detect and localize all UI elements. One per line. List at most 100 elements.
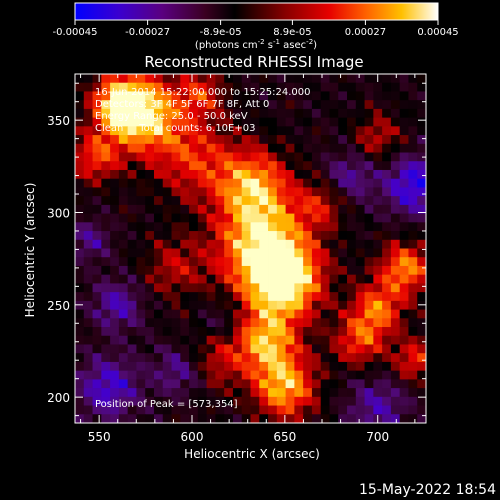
heatmap-cell xyxy=(197,292,208,302)
heatmap-cell xyxy=(145,265,155,276)
heatmap-cell xyxy=(118,309,129,319)
heatmap-cell xyxy=(294,222,304,232)
heatmap-cell xyxy=(92,414,102,424)
heatmap-cell xyxy=(127,265,137,276)
heatmap-cell xyxy=(268,309,278,319)
heatmap-cell xyxy=(153,204,164,215)
heatmap-cell xyxy=(355,283,365,293)
heatmap-cell xyxy=(311,239,322,249)
heatmap-cell xyxy=(294,239,304,249)
heatmap-cell xyxy=(373,161,383,171)
heatmap-cell xyxy=(399,213,409,223)
heatmap-cell xyxy=(285,379,295,389)
heatmap-cell xyxy=(215,361,225,372)
heatmap-cell xyxy=(118,126,129,136)
heatmap-cell xyxy=(197,274,208,284)
heatmap-cell xyxy=(136,161,146,171)
heatmap-cell xyxy=(83,370,93,380)
heatmap-cell xyxy=(215,169,225,180)
heatmap-cell xyxy=(83,100,93,110)
heatmap-cell xyxy=(162,414,172,424)
heatmap-cell xyxy=(373,370,383,380)
heatmap-cell xyxy=(189,396,199,406)
heatmap-cell xyxy=(92,370,102,380)
heatmap-cell xyxy=(399,370,409,380)
heatmap-cell xyxy=(75,187,85,197)
heatmap-cell xyxy=(232,204,243,215)
heatmap-cell xyxy=(118,292,129,302)
heatmap-cell xyxy=(311,187,322,197)
heatmap-cell xyxy=(92,405,102,415)
heatmap-cell xyxy=(417,361,427,372)
footer-date: 15-May-2022 18:54 xyxy=(359,482,496,498)
heatmap-cell xyxy=(311,292,322,302)
heatmap-cell xyxy=(285,222,295,232)
heatmap-cell xyxy=(232,335,243,345)
heatmap-cell xyxy=(75,135,85,145)
heatmap-cell xyxy=(320,283,330,293)
heatmap-cell xyxy=(355,274,365,284)
heatmap-cell xyxy=(110,361,120,372)
heatmap-cell xyxy=(285,335,295,345)
heatmap-cell xyxy=(320,265,330,276)
heatmap-cell xyxy=(338,126,348,136)
heatmap-cell xyxy=(215,152,225,162)
heatmap-cell xyxy=(382,126,392,136)
heatmap-cell xyxy=(110,405,120,415)
heatmap-cell xyxy=(329,283,339,293)
heatmap-cell xyxy=(364,178,374,188)
heatmap-cell xyxy=(250,361,260,372)
heatmap-cell xyxy=(101,265,111,276)
heatmap-cell xyxy=(197,405,208,415)
heatmap-cell xyxy=(92,239,102,249)
heatmap-cell xyxy=(320,204,330,215)
heatmap-cell xyxy=(92,309,102,319)
heatmap-cell xyxy=(303,213,313,223)
heatmap-cell xyxy=(390,196,401,206)
heatmap-cell xyxy=(364,405,374,415)
heatmap-cell xyxy=(145,405,155,415)
heatmap-cell xyxy=(136,265,146,276)
heatmap-cell xyxy=(250,292,260,302)
heatmap-cell xyxy=(110,161,120,171)
heatmap-cell xyxy=(373,108,383,119)
heatmap-cell xyxy=(259,248,269,258)
heatmap-cell xyxy=(364,318,374,328)
heatmap-cell xyxy=(259,161,269,171)
heatmap-cell xyxy=(110,414,120,424)
heatmap-cell xyxy=(268,126,278,136)
heatmap-cell xyxy=(162,274,172,284)
heatmap-cell xyxy=(189,344,199,354)
heatmap-cell xyxy=(250,187,260,197)
heatmap-cell xyxy=(189,379,199,389)
heatmap-cell xyxy=(311,309,322,319)
heatmap-cell xyxy=(338,292,348,302)
heatmap-cell xyxy=(215,196,225,206)
heatmap-cell xyxy=(259,292,269,302)
heatmap-cell xyxy=(408,379,418,389)
heatmap-cell xyxy=(215,327,225,337)
heatmap-cell xyxy=(136,152,146,162)
heatmap-cell xyxy=(347,327,357,337)
heatmap-cell xyxy=(101,169,111,180)
heatmap-cell xyxy=(417,257,427,267)
heatmap-cell xyxy=(259,100,269,110)
heatmap-cell xyxy=(197,169,208,180)
heatmap-cell xyxy=(303,265,313,276)
heatmap-cell xyxy=(294,196,304,206)
heatmap-cell xyxy=(75,222,85,232)
heatmap-cell xyxy=(347,300,357,310)
heatmap-cell xyxy=(224,135,234,145)
heatmap-cell xyxy=(276,257,287,267)
heatmap-cell xyxy=(153,126,164,136)
heatmap-cell xyxy=(162,231,172,241)
heatmap-cell xyxy=(276,196,287,206)
heatmap-cell xyxy=(320,335,330,345)
heatmap-cell xyxy=(390,370,401,380)
heatmap-cell xyxy=(338,370,348,380)
heatmap-cell xyxy=(382,405,392,415)
heatmap-cell xyxy=(355,239,365,249)
heatmap-cell xyxy=(373,213,383,223)
heatmap-cell xyxy=(145,414,155,424)
heatmap-cell xyxy=(399,257,409,267)
